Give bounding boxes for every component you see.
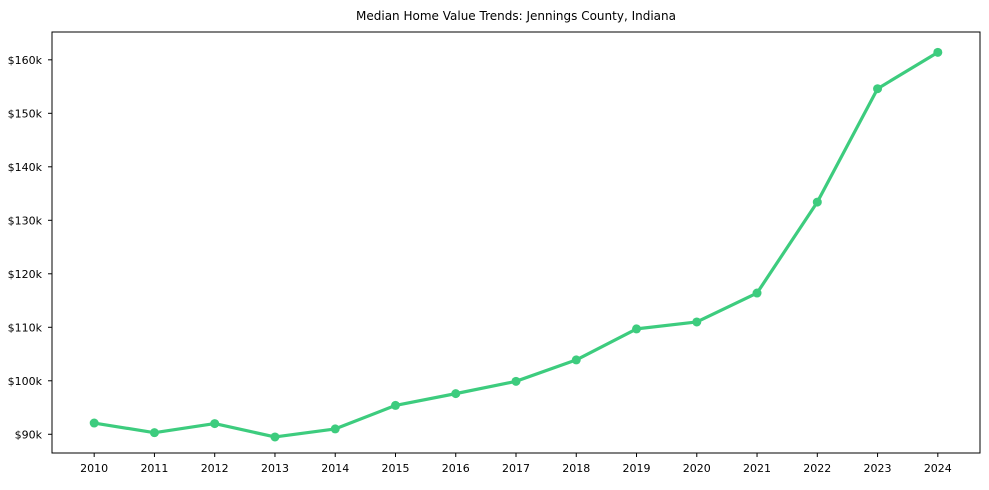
y-tick-label: $110k	[8, 321, 43, 334]
plot-area: $90k $100k $110k $120k $130k $140k $150k $160k 2…	[8, 31, 981, 475]
data-point-marker	[89, 418, 99, 428]
y-tick-label: $160k	[8, 54, 43, 67]
x-tick-label: 2016	[442, 462, 470, 475]
x-tick-label: 2017	[502, 462, 530, 475]
y-tick-label: $120k	[8, 268, 43, 281]
data-point-marker	[149, 428, 159, 438]
x-tick-label: 2018	[562, 462, 590, 475]
x-tick-label: 2012	[201, 462, 229, 475]
data-point-marker	[330, 424, 340, 434]
x-tick-label: 2010	[80, 462, 108, 475]
data-point-marker	[933, 47, 943, 57]
x-tick-label: 2020	[683, 462, 711, 475]
data-point-marker	[632, 324, 642, 334]
x-tick-label: 2014	[321, 462, 349, 475]
data-point-marker	[451, 389, 461, 399]
y-tick-label: $90k	[15, 428, 43, 441]
data-point-marker	[511, 376, 521, 386]
data-point-marker	[210, 419, 220, 429]
data-point-marker	[270, 432, 280, 442]
x-tick-label: 2011	[140, 462, 168, 475]
y-tick-label: $150k	[8, 107, 43, 120]
x-tick-label: 2023	[864, 462, 892, 475]
data-point-marker	[752, 288, 762, 298]
x-tick-label: 2022	[803, 462, 831, 475]
axes-frame	[51, 31, 981, 454]
x-tick-label: 2013	[261, 462, 289, 475]
x-tick-label: 2024	[924, 462, 952, 475]
y-tick-label: $100k	[8, 375, 43, 388]
x-tick-label: 2019	[623, 462, 651, 475]
data-point-marker	[873, 84, 883, 94]
data-point-marker	[812, 197, 822, 207]
y-tick-label: $130k	[8, 214, 43, 227]
x-tick-label: 2021	[743, 462, 771, 475]
data-point-marker	[692, 317, 702, 327]
x-tick-label: 2015	[381, 462, 409, 475]
chart-title: Median Home Value Trends: Jennings Count…	[356, 9, 676, 23]
y-tick-label: $140k	[8, 161, 43, 174]
data-point-marker	[571, 355, 581, 365]
data-point-marker	[390, 400, 400, 410]
